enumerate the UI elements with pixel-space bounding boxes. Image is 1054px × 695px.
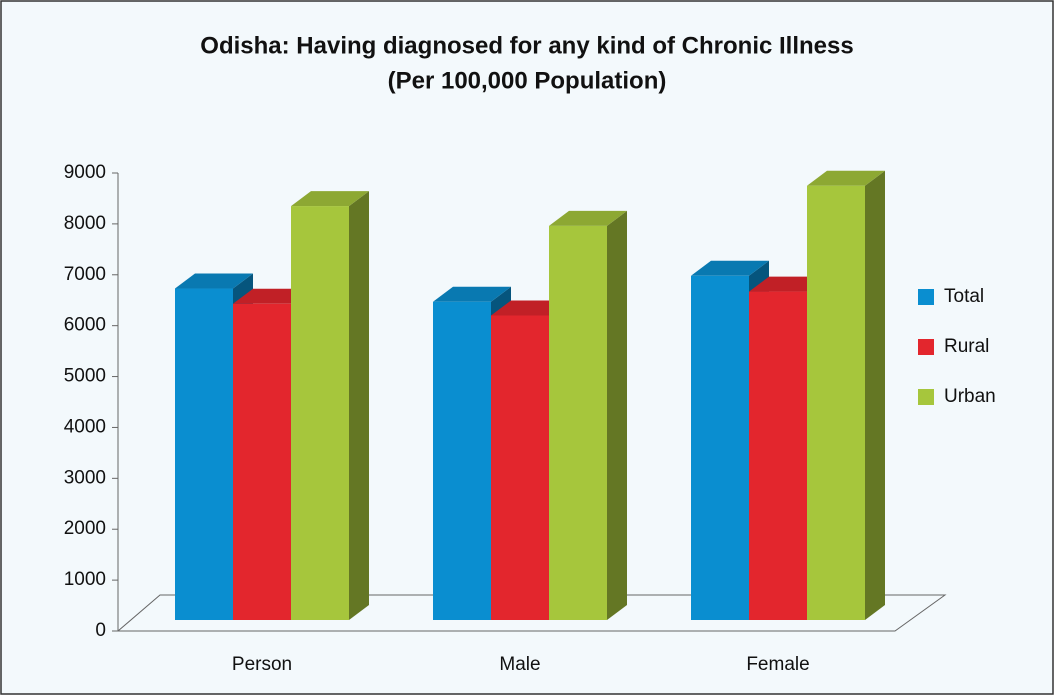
y-tick-label: 9000 — [64, 162, 106, 183]
y-tick-label: 4000 — [64, 416, 106, 437]
y-tick-label: 5000 — [64, 366, 106, 387]
bar — [175, 288, 233, 620]
y-tick-label: 3000 — [64, 467, 106, 488]
bar — [433, 301, 491, 620]
legend-label: Rural — [944, 336, 989, 357]
bar-side — [865, 170, 885, 620]
bar-top — [807, 170, 885, 186]
x-tick-label: Male — [499, 654, 540, 675]
floor — [116, 594, 947, 632]
bar-side — [349, 191, 369, 621]
bar — [807, 185, 865, 620]
legend-swatch — [918, 389, 934, 405]
legend-label: Total — [944, 286, 984, 307]
x-tick-label: Person — [232, 654, 292, 675]
bar — [691, 275, 749, 620]
bar — [749, 291, 807, 620]
chart-title: Odisha: Having diagnosed for any kind of… — [200, 32, 853, 59]
chart-subtitle: (Per 100,000 Population) — [388, 67, 667, 94]
x-tick-label: Female — [746, 654, 809, 675]
bar-top — [291, 191, 369, 207]
bar — [491, 315, 549, 620]
y-tick-label: 7000 — [64, 264, 106, 285]
y-tick-label: 2000 — [64, 518, 106, 539]
bar — [291, 206, 349, 621]
bar-side — [607, 210, 627, 620]
y-tick-label: 6000 — [64, 315, 106, 336]
y-tick-label: 1000 — [64, 569, 106, 590]
bar-top — [691, 260, 769, 276]
legend-label: Urban — [944, 386, 996, 407]
bar — [549, 225, 607, 620]
y-tick-label: 8000 — [64, 213, 106, 234]
bar-top — [549, 210, 627, 226]
legend-swatch — [918, 289, 934, 305]
y-tick-label: 0 — [95, 620, 106, 641]
bar-top — [175, 273, 253, 289]
legend-swatch — [918, 339, 934, 355]
bar-top — [433, 286, 511, 302]
bar — [233, 303, 291, 620]
